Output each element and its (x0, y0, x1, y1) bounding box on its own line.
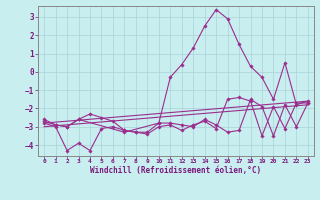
X-axis label: Windchill (Refroidissement éolien,°C): Windchill (Refroidissement éolien,°C) (91, 166, 261, 175)
